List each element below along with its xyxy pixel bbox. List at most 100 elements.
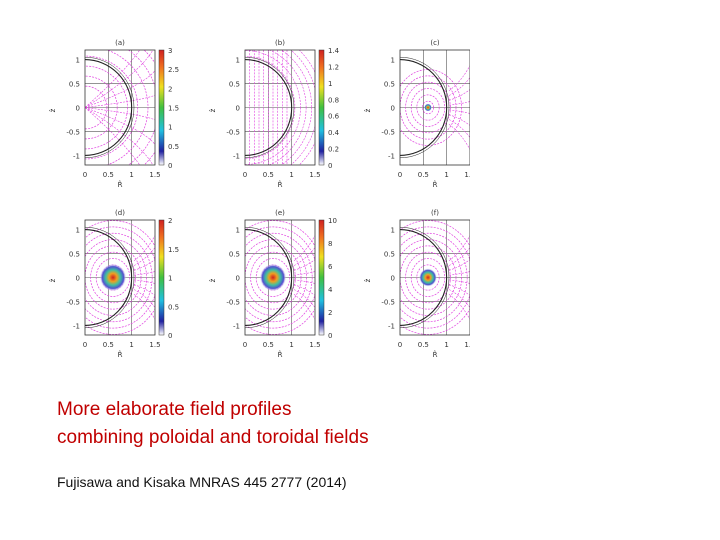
- field-line: [400, 245, 457, 310]
- y-tick-label: -1: [388, 152, 395, 160]
- panel-b: (b) 1 0.5 0 -0.5 -1 ẑ 0 0.5 1 1.5 R̂ 1.4 1.2 1 0.8 0.6 0.…: [209, 39, 340, 189]
- x-tick-label: 0.5: [418, 341, 429, 349]
- x-tick-label: 0.5: [263, 171, 274, 179]
- y-tick-label: 0: [236, 105, 240, 113]
- colorbar-tick-label: 10: [328, 217, 337, 225]
- y-tick-label: -0.5: [381, 298, 395, 306]
- star-surface-outer: [245, 226, 295, 329]
- star-surface: [400, 59, 448, 156]
- field-line: [448, 284, 470, 296]
- slide-title-line-1: More elaborate field profiles: [57, 399, 292, 420]
- panel-label: (c): [430, 39, 440, 47]
- field-line: [293, 284, 315, 296]
- field-line: [293, 259, 315, 271]
- colorbar-tick-label: 1.4: [328, 47, 340, 55]
- field-line: [30, 20, 189, 209]
- x-axis-label: R̂: [118, 351, 123, 359]
- slide-title: More elaborate field profiles combining …: [57, 396, 369, 452]
- field-line: [280, 50, 313, 165]
- field-line: [255, 258, 291, 297]
- panel-c-plot: [400, 50, 470, 165]
- y-tick-label: -1: [388, 322, 395, 330]
- field-line: [245, 232, 313, 323]
- x-tick-label: 1.5: [309, 171, 320, 179]
- field-line: [422, 100, 434, 115]
- y-tick-label: 1: [76, 227, 80, 235]
- y-tick-label: 0.5: [229, 251, 240, 259]
- panel-label: (e): [275, 209, 285, 217]
- field-line: [400, 232, 468, 323]
- field-line: [448, 124, 470, 150]
- y-tick-label: -1: [233, 152, 240, 160]
- y-tick-label: 0.5: [229, 81, 240, 89]
- slide-title-line-2: combining poloidal and toroidal fields: [57, 427, 369, 448]
- star-surface-outer: [85, 226, 135, 329]
- colorbar-tick-label: 0.4: [328, 129, 340, 137]
- x-tick-label: 0: [243, 171, 247, 179]
- x-tick-label: 0: [398, 171, 402, 179]
- x-axis-label: R̂: [278, 181, 283, 189]
- y-tick-label: 1: [236, 227, 240, 235]
- toroidal-field-region: [259, 263, 287, 292]
- x-tick-label: 1: [129, 341, 133, 349]
- toroidal-field-region: [99, 263, 127, 292]
- field-line: [106, 50, 149, 165]
- colorbar-tick-label: 8: [328, 240, 332, 248]
- x-axis-label: R̂: [433, 181, 438, 189]
- field-line: [448, 271, 470, 276]
- x-tick-label: 1.5: [149, 341, 160, 349]
- field-line: [133, 235, 155, 261]
- panel-label: (b): [275, 39, 285, 47]
- field-line: [133, 284, 155, 296]
- field-line: [293, 279, 315, 284]
- y-tick-label: 0.5: [384, 251, 395, 259]
- field-line: [85, 107, 141, 165]
- panel-d: (d) 1 0.5 0 -0.5 -1 ẑ 0 0.5 1 1.5 R̂ 2 1.5 1 0.5 0: [49, 209, 179, 359]
- colorbar-tick-label: 3: [168, 47, 172, 55]
- star-surface-outer: [85, 56, 135, 159]
- colorbar-tick-label: 0.8: [328, 96, 339, 104]
- x-tick-label: 0.5: [418, 171, 429, 179]
- y-tick-label: 1: [391, 227, 395, 235]
- field-line: [448, 119, 470, 138]
- field-line: [416, 94, 440, 121]
- panel-frame: [399, 219, 470, 336]
- y-tick-label: 1: [76, 57, 80, 65]
- star-surface: [85, 59, 133, 156]
- toroidal-field-region: [419, 268, 437, 287]
- field-line: [85, 220, 155, 335]
- colorbar-tick-label: 0: [328, 332, 332, 340]
- y-tick-label: 0: [391, 275, 395, 283]
- field-line: [405, 251, 451, 304]
- y-axis-label: ẑ: [364, 278, 372, 282]
- y-tick-label: -1: [73, 152, 80, 160]
- colorbar-tick-label: 1: [168, 124, 172, 132]
- figure-panels: (a)10.50-0.5-1ẑ0 0.5 1 1.5R̂32.521.510.50(b…: [30, 20, 470, 359]
- y-tick-label: -1: [73, 322, 80, 330]
- panel-b-plot: [245, 50, 315, 165]
- x-tick-label: 1: [129, 171, 133, 179]
- field-line: [90, 251, 136, 304]
- panel-label: (a): [115, 39, 125, 47]
- field-line: [448, 101, 470, 106]
- x-tick-label: 0: [398, 341, 402, 349]
- panel-label: (f): [431, 209, 439, 217]
- field-line: [133, 259, 155, 271]
- field-line: [448, 77, 470, 96]
- panel-frame: [244, 49, 316, 166]
- field-line: [85, 245, 142, 310]
- field-line: [400, 75, 457, 140]
- y-tick-label: 0: [76, 275, 80, 283]
- field-line: [400, 226, 470, 329]
- x-tick-label: 0.5: [103, 341, 114, 349]
- star-surface: [245, 229, 293, 326]
- y-tick-label: 1: [391, 57, 395, 65]
- star-surface: [400, 229, 448, 326]
- colorbar: [318, 219, 325, 336]
- colorbar-tick-label: 0.6: [328, 113, 340, 121]
- colorbar: [158, 49, 165, 166]
- x-tick-label: 1.5: [149, 171, 160, 179]
- colorbar-tick-label: 0: [168, 332, 172, 340]
- field-line: [410, 258, 446, 297]
